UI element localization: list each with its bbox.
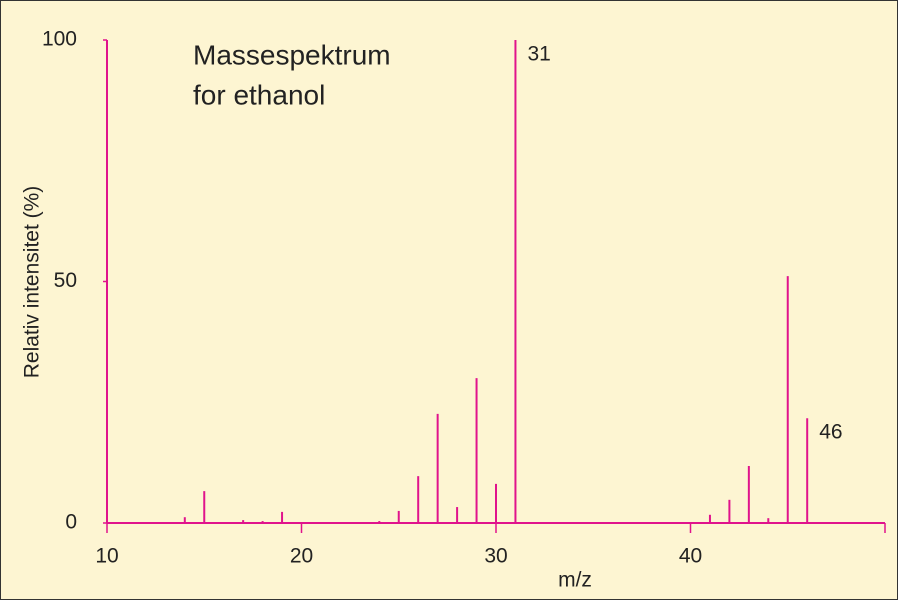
x-tick-label: 10: [95, 545, 118, 568]
x-axis-label: m/z: [558, 569, 592, 592]
peak-label: 46: [819, 421, 842, 444]
x-tick-label: 20: [290, 545, 313, 568]
y-tick-label: 100: [42, 28, 77, 51]
chart-title: for ethanol: [193, 79, 325, 110]
peak-label: 31: [527, 43, 550, 66]
x-tick-label: 30: [484, 545, 507, 568]
x-tick-label: 40: [679, 545, 702, 568]
chart-title: Massespektrum: [193, 39, 391, 70]
y-tick-label: 50: [54, 269, 77, 292]
y-axis-label: Relativ intensitet (%): [21, 186, 44, 379]
y-tick-label: 0: [65, 511, 77, 534]
